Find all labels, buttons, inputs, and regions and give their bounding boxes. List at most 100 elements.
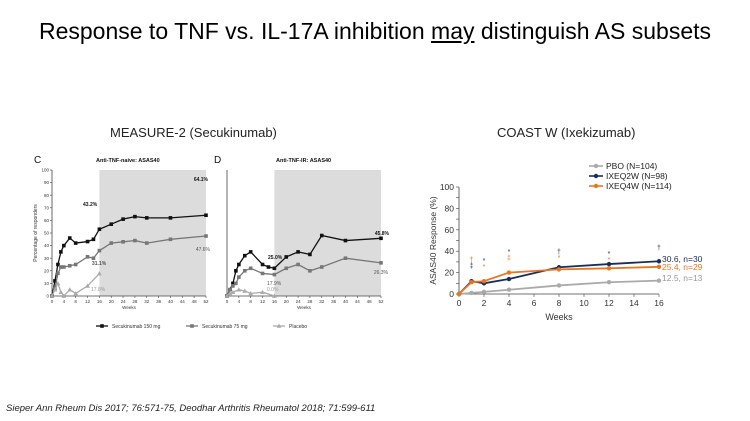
coast-xtick-label: 10 [579,298,589,308]
panel-d-xtick-label: 0 [226,299,229,304]
panel-c-y-axis-title: Percentage of responders [33,204,39,262]
panel-d-annotation: 45.8% [375,231,390,237]
panel-c-series-0-point [91,237,96,242]
coast-series-2-point [456,291,462,297]
panel-d-xtick-label: 12 [260,299,266,304]
panel-c-series-1-point [67,263,72,268]
coast-series-2-point [506,270,512,275]
panel-d-series-0-point [248,250,253,254]
panel-d-series-0-point [319,233,324,238]
panel-c-ytick-label: 30 [44,256,50,261]
panel-c-shaded-region [99,170,206,296]
panel-c-series-0-point [67,236,72,240]
panel-d-shaded-region [274,170,381,296]
coast-significance-mark: † [657,245,661,252]
slide-title: Response to TNF vs. IL-17A inhibition ma… [0,18,750,45]
panel-c-ytick-label: 0 [46,294,49,299]
coast-legend-label-2: IXEQ4W (N=114) [606,181,672,191]
panel-c-ytick-label: 60 [44,218,50,223]
panel-d-series-2-point [242,288,248,293]
coast-xtick-label: 12 [604,298,614,308]
legend-left-label-2: Placebo [289,324,307,330]
panel-d-series-2-point [260,289,265,295]
panel-c-series-1-point [109,241,114,245]
coast-xtick-label: 14 [629,298,639,308]
panel-d-series-0-point [284,255,289,259]
panel-d-annotation: 26.3% [374,270,389,276]
legend-left-label-0: Secukinumab 150 mg [112,324,161,330]
panel-c-letter: C [34,155,41,166]
panel-c-series-2-point [58,289,64,295]
panel-c-series-0-point [97,227,102,232]
panel-c-series-1-point [85,255,90,259]
coast-ytick-label: 40 [445,246,455,256]
panel-c-xtick-label: 4 [63,299,66,304]
panel-c-series-1-point [56,271,60,276]
panel-c-series-0-point [73,241,78,245]
panel-d-series-1-point [343,256,348,260]
panel-c-ytick-label: 20 [44,268,50,273]
panel-c-series-1-point [73,262,78,267]
coast-legend-marker-0 [593,163,599,169]
panel-d-title: Anti-TNF-IR: ASAS40 [276,158,331,164]
panel-c-series-1-point [97,248,102,253]
panel-d-series-1-point [260,271,265,276]
right-heading: COAST W (Ixekizumab) [497,125,636,140]
panel-c-series-1-point [59,265,63,269]
panel-d-series-1-point [284,266,289,271]
panel-c-series-1-point [133,238,137,243]
panel-c-series-1-point [62,265,66,269]
panel-d-series-1-point [231,284,235,288]
title-part-1: Response to TNF vs. IL-17A inhibition [38,18,432,44]
panel-c-xtick-label: 52 [203,299,209,304]
panel-d-xtick-label: 28 [307,299,313,304]
panel-d-annotation: 0.0% [267,287,279,293]
panel-c-series-2-point [55,281,61,286]
panel-c-series-0-point [204,213,208,218]
coast-xtick-label: 16 [654,298,664,308]
panel-d-series-2-point [224,293,230,298]
coast-significance-mark: ‡ [470,263,474,270]
coast-series-0-point [656,278,662,283]
panel-d-series-0-point [379,236,383,241]
panel-c-xtick-label: 20 [109,299,115,304]
coast-y-axis-title: ASAS40 Response (%) [428,196,438,285]
panel-d-series-0-line [226,234,382,297]
legend-left-marker-0 [100,324,104,328]
panel-d-series-0-point [308,252,312,257]
panel-c-xtick-label: 32 [144,299,150,304]
panel-d-xtick-label: 20 [284,299,290,304]
panel-c-series-0-point [62,243,66,248]
panel-c-x-axis-title: Weeks [122,305,136,310]
panel-c-annotation: 43.2% [83,202,98,208]
coast-series-2-end-label: 25.4, n=29 [662,262,703,272]
panel-d-series-0-point [231,281,235,286]
panel-c-series-2-point [61,293,67,298]
coast-series-2-point [481,278,487,284]
panel-d-xtick-label: 36 [331,299,337,304]
panel-c-series-0-point [85,239,90,244]
panel-d-annotation: 17.9% [267,281,282,287]
panel-d-series-2-point [236,287,242,292]
panel-c-ytick-label: 100 [41,168,49,173]
panel-d-xtick-label: 4 [238,299,241,304]
panel-c-xtick-label: 44 [180,299,186,304]
panel-d-series-1-point [296,262,300,267]
panel-c-ytick-label: 80 [44,193,50,198]
legend-left-label-1: Secukinumab 75 mg [202,324,248,330]
title-part-2: distinguish AS subsets [474,18,712,44]
coast-ytick-label: 60 [445,225,455,235]
panel-d-series-0-point [260,262,265,267]
coast-series-0-point [506,287,512,292]
panel-d-series-1-point [379,261,383,265]
panel-d-series-0-point [343,238,348,243]
coast-legend-label-1: IXEQ2W (N=98) [606,171,668,181]
coast-series-2-point [469,280,474,285]
panel-c-ytick-label: 40 [44,243,50,248]
panel-c-series-0-point [59,250,63,254]
panel-d-series-2-point [271,293,277,298]
coast-significance-mark: * [508,249,511,256]
coast-significance-mark: * [608,251,611,258]
coast-significance-mark: † [557,249,561,256]
panel-d-xtick-label: 52 [378,299,384,304]
